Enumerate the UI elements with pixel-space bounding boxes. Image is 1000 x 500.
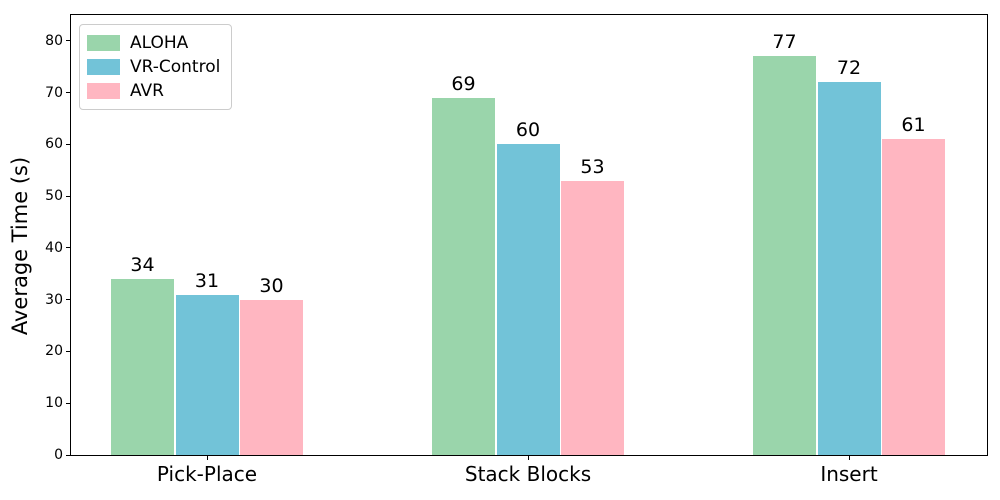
bar [817, 82, 881, 455]
legend-swatch-icon [87, 59, 120, 75]
bar [753, 56, 816, 455]
legend-label: AVR [130, 81, 164, 101]
legend-swatch-icon [87, 83, 120, 99]
bar-value-label: 77 [772, 31, 797, 54]
x-tick-label: Pick-Place [156, 462, 258, 486]
bar-value-label: 60 [515, 119, 541, 142]
legend: ALOHA VR-Control AVR [79, 24, 233, 110]
x-tick-label: Stack Blocks [464, 462, 592, 486]
y-tick-mark [66, 92, 70, 94]
legend-item: AVR [87, 81, 224, 101]
y-tick-label: 40 [45, 239, 63, 256]
bar [175, 294, 239, 455]
x-tick-mark [206, 456, 208, 460]
y-tick-label: 20 [45, 343, 63, 360]
y-tick-mark [66, 247, 70, 249]
bar [561, 180, 624, 455]
bar-value-label: 69 [451, 72, 476, 95]
y-tick-mark [66, 40, 70, 42]
legend-label: ALOHA [130, 33, 189, 53]
plot-area: ALOHA VR-Control AVR 0 10 20 30 40 50 60 70 80 34 31… [45, 14, 988, 486]
bar [240, 299, 303, 455]
x-tick-mark [848, 456, 850, 460]
y-tick-label: 70 [45, 84, 63, 101]
bar-value-label: 30 [259, 274, 284, 297]
y-tick-mark [66, 350, 70, 352]
legend-label: VR-Control [130, 57, 221, 77]
y-tick-mark [66, 195, 70, 197]
bar-value-label: 61 [901, 114, 926, 137]
y-tick-mark [66, 454, 70, 456]
legend-item: VR-Control [87, 57, 224, 77]
y-tick-mark [66, 299, 70, 301]
bar-value-label: 72 [836, 57, 862, 80]
bar [111, 279, 174, 455]
legend-item: ALOHA [87, 33, 224, 53]
y-tick-label: 30 [45, 291, 63, 308]
y-tick-label: 60 [45, 136, 63, 153]
y-tick-label: 0 [54, 447, 63, 463]
y-tick-label: 80 [45, 32, 63, 49]
x-tick-label: Insert [820, 462, 878, 486]
y-tick-label: 50 [45, 188, 63, 205]
bar-value-label: 31 [194, 269, 220, 292]
y-tick-mark [66, 402, 70, 404]
bar-value-label: 34 [130, 254, 155, 276]
bar [496, 144, 560, 455]
x-tick-mark [527, 456, 529, 460]
bar [882, 139, 945, 455]
bar-value-label: 53 [580, 155, 605, 178]
y-tick-mark [66, 143, 70, 145]
bar [432, 97, 495, 455]
y-tick-label: 10 [45, 395, 63, 412]
legend-swatch-icon [87, 35, 120, 51]
